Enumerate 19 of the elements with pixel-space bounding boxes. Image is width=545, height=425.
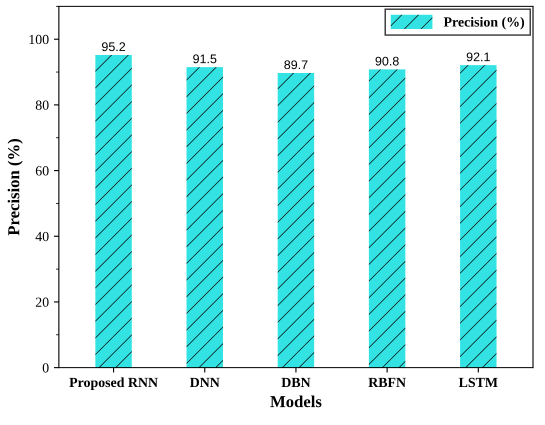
y-tick-label: 20 — [36, 298, 49, 307]
y-tick-label: 100 — [30, 34, 49, 44]
data-label: 92.1 — [466, 52, 490, 62]
data-label: 95.2 — [102, 42, 126, 52]
y-tick-label: 60 — [36, 166, 49, 176]
data-label: 90.8 — [376, 56, 399, 66]
y-tick-label: 40 — [36, 232, 49, 242]
y-tick-label: 0 — [42, 363, 49, 373]
y-axis-title: Precision (%) — [8, 139, 23, 236]
data-label: 89.7 — [284, 60, 308, 70]
legend-label: Precision (%) — [444, 16, 524, 30]
x-tick-label: Proposed RNN — [69, 377, 158, 390]
x-tick-label: DNN — [190, 378, 220, 388]
x-tick-label: DBN — [282, 378, 310, 388]
x-tick-label: RBFN — [368, 378, 406, 388]
y-tick-label: 80 — [36, 100, 49, 110]
x-axis-title: Models — [270, 396, 322, 408]
x-tick-label: LSTM — [458, 378, 498, 388]
data-label: 91.5 — [193, 54, 216, 64]
